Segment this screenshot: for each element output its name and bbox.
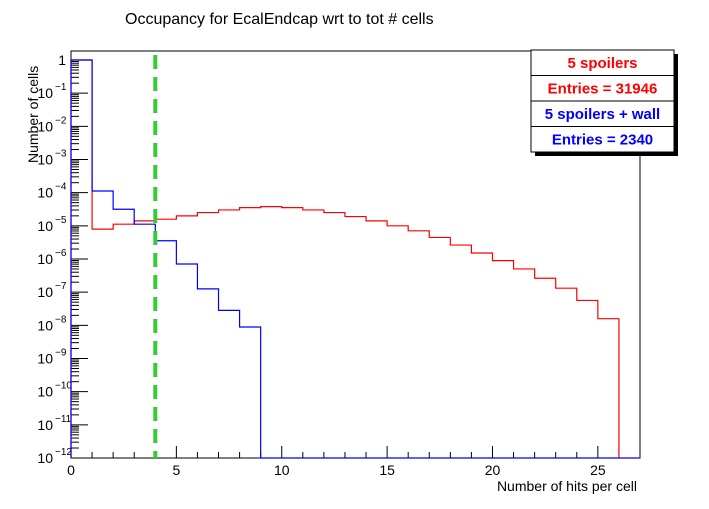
- x-tick-label: 25: [590, 462, 606, 478]
- y-tick-exponent: −6: [55, 248, 67, 259]
- legend-entry: 5 spoilers: [567, 55, 637, 72]
- y-tick-exponent: −2: [55, 115, 67, 126]
- y-tick-label: 10: [37, 450, 53, 466]
- legend-entry: Entries = 31946: [548, 80, 658, 97]
- y-axis-label: Number of cells: [25, 66, 41, 163]
- y-tick-label: 10: [37, 417, 53, 433]
- y-tick-label: 10: [37, 118, 53, 134]
- y-tick-exponent: −12: [55, 447, 72, 458]
- y-tick-label: 10: [37, 384, 53, 400]
- y-tick-exponent: −8: [55, 314, 67, 325]
- x-tick-label: 10: [274, 462, 290, 478]
- y-tick-exponent: −11: [55, 414, 72, 425]
- y-tick-exponent: −7: [55, 281, 67, 292]
- y-tick-exponent: −1: [55, 82, 67, 93]
- y-tick-label: 10: [37, 251, 53, 267]
- x-tick-label: 15: [379, 462, 395, 478]
- x-tick-label: 20: [485, 462, 501, 478]
- legend: 5 spoilers Entries = 31946 5 spoilers + wa…: [530, 49, 678, 156]
- y-tick-label: 10: [37, 185, 53, 201]
- x-tick-label: 0: [67, 462, 75, 478]
- y-tick-exponent: −4: [55, 182, 67, 193]
- y-axis: 110−110−210−310−410−510−610−710−810 −910−…: [37, 52, 88, 466]
- y-tick-label: 10: [37, 317, 53, 333]
- y-tick-label: 1: [58, 52, 66, 68]
- y-tick-label: 10: [37, 284, 53, 300]
- y-tick-exponent: −3: [55, 149, 67, 160]
- y-tick-label: 10: [37, 85, 53, 101]
- y-tick-exponent: −10: [55, 381, 72, 392]
- chart-title: Occupancy for EcalEndcap wrt to tot # ce…: [125, 11, 434, 28]
- y-tick-label: 10: [37, 351, 53, 367]
- x-axis: 0 5 10 15 20 25: [67, 446, 641, 478]
- x-tick-label: 5: [172, 462, 180, 478]
- y-tick-exponent: −9: [55, 348, 67, 359]
- legend-entry: 5 spoilers + wall: [545, 106, 660, 123]
- y-tick-label: 10: [37, 218, 53, 234]
- legend-entry: Entries = 2340: [552, 131, 653, 148]
- y-tick-exponent: −5: [55, 215, 67, 226]
- series-line: [70, 59, 640, 459]
- y-tick-label: 10: [37, 152, 53, 168]
- x-axis-label: Number of hits per cell: [497, 478, 637, 494]
